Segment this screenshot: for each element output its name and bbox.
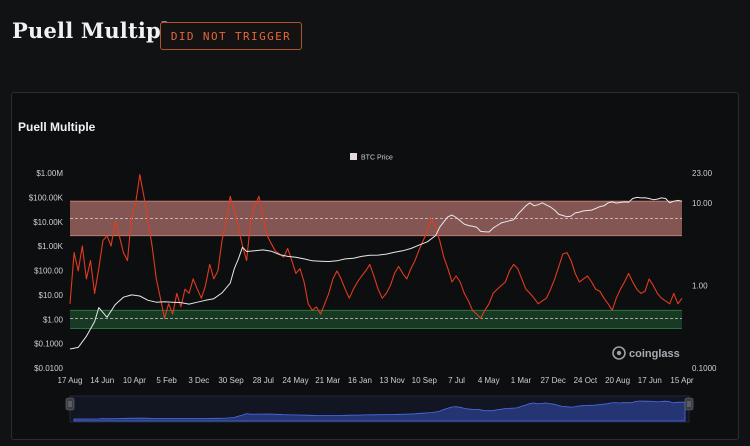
left-axis-tick-label: $1.00K [38, 242, 64, 251]
x-axis-tick-label: 3 Dec [188, 376, 209, 385]
x-axis-tick-label: 16 Jan [348, 376, 372, 385]
watermark-text: coinglass [629, 348, 680, 360]
chart-legend[interactable]: BTC Price [350, 153, 393, 162]
x-axis-tick-label: 14 Jun [90, 376, 114, 385]
chart-card: Puell Multiple BTC Price $1.00M $100.00K $… [11, 92, 739, 440]
x-axis-tick-label: 7 Jul [448, 376, 465, 385]
left-axis-tick-label: $0.1000 [34, 340, 63, 349]
x-axis-tick-label: 30 Sep [218, 376, 244, 385]
x-axis-tick-label: 27 Dec [540, 376, 565, 385]
navigator-handle-right[interactable] [684, 397, 694, 411]
x-axis-tick-label: 24 Oct [574, 376, 598, 385]
x-axis-tick-label: 17 Jun [638, 376, 662, 385]
x-axis-tick-label: 10 Apr [123, 376, 146, 385]
left-axis-tick-label: $1.00 [43, 315, 64, 324]
legend-label-btc-price: BTC Price [361, 155, 393, 162]
navigator-handle-left[interactable] [65, 397, 75, 411]
reference-lines [70, 217, 682, 319]
right-axis-tick-label: 0.1000 [692, 364, 717, 373]
series-layer [69, 174, 683, 350]
page-title: Puell Multiple [12, 18, 183, 43]
x-axis-tick-label: 21 Mar [315, 376, 340, 385]
x-axis-tick-label: 28 Jul [253, 376, 275, 385]
left-axis: $1.00M $100.00K $10.00K $1.00K $100.00 $10.00… [29, 169, 64, 373]
right-axis-tick-label: 1.00 [692, 281, 708, 290]
band-buy-zone [70, 310, 682, 329]
puell-multiple-chart[interactable]: Puell Multiple BTC Price $1.00M$100.00K$… [12, 93, 740, 441]
x-axis-tick-label: 20 Aug [605, 376, 630, 385]
x-axis-tick-label: 4 May [478, 376, 500, 385]
series-line-btc-price [69, 196, 683, 350]
x-axis-tick-label: 13 Nov [379, 376, 404, 385]
right-axis-tick-label: 10.00 [692, 199, 713, 208]
series-line-puell-multiple [69, 174, 683, 319]
left-axis-tick-label: $0.0100 [34, 364, 63, 373]
right-axis-tick-label: 23.00 [692, 169, 713, 178]
left-axis-tick-label: $100.00K [29, 193, 64, 202]
left-axis-tick-label: $1.00M [36, 169, 63, 178]
chart-title: Puell Multiple [18, 120, 96, 134]
x-axis-tick-label: 15 Apr [670, 376, 693, 385]
status-badge: DID NOT TRIGGER [160, 22, 302, 50]
x-axis-tick-label: 10 Sep [412, 376, 438, 385]
navigator-area [73, 400, 686, 422]
watermark: coinglass [612, 346, 680, 360]
legend-swatch-btc-price [350, 153, 357, 160]
coinglass-logo-icon [612, 346, 626, 360]
x-axis-tick-label: 5 Feb [156, 376, 177, 385]
range-navigator[interactable] [65, 395, 694, 423]
zone-bands [70, 200, 682, 330]
x-axis-tick-label: 1 Mar [511, 376, 532, 385]
x-axis-tick-label: 24 May [282, 376, 308, 385]
left-axis-tick-label: $100.00 [34, 267, 63, 276]
right-axis: 23.00 10.00 1.00 0.1000 [692, 169, 717, 373]
left-axis-tick-label: $10.00 [39, 291, 64, 300]
left-axis-tick-label: $10.00K [33, 218, 63, 227]
x-axis: 17 Aug 14 Jun 10 Apr 5 Feb 3 Dec 30 Sep 28 Jul… [58, 376, 694, 385]
x-axis-tick-label: 17 Aug [58, 376, 83, 385]
